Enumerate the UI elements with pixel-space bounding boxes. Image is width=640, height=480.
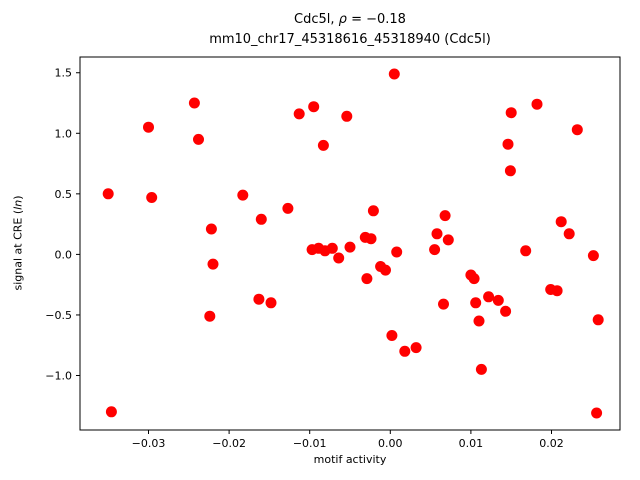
scatter-point [204, 310, 216, 322]
scatter-point [344, 241, 356, 253]
scatter-point [188, 97, 200, 109]
scatter-point [361, 273, 373, 285]
scatter-point [146, 192, 158, 203]
scatter-point [500, 305, 512, 317]
x-tick-label: 0.01 [459, 437, 484, 450]
scatter-point [473, 315, 485, 327]
scatter-point [470, 297, 482, 309]
scatter-point [492, 294, 504, 306]
scatter-point [143, 121, 154, 133]
plot-border [79, 56, 621, 431]
y-tick-label: 1.0 [55, 127, 73, 140]
y-tick-label: −0.5 [45, 309, 72, 322]
scatter-point [431, 228, 443, 240]
scatter-point [386, 330, 398, 341]
y-axis-label-ln: ln [11, 199, 25, 210]
scatter-point [531, 98, 543, 110]
scatter-point [205, 223, 217, 235]
scatter-point [333, 252, 345, 264]
scatter-point [429, 244, 441, 256]
scatter-point [555, 216, 567, 228]
scatter-point [563, 228, 575, 240]
scatter-point [237, 189, 249, 201]
scatter-point [391, 246, 403, 258]
scatter-point [341, 110, 353, 122]
scatter-point [410, 342, 422, 354]
scatter-point [475, 363, 487, 375]
scatter-point [265, 297, 277, 309]
scatter-point [308, 101, 320, 113]
chart-title: Cdc5l, ρ = −0.18 [294, 12, 406, 27]
scatter-point [438, 298, 449, 310]
x-tick-label: −0.01 [293, 437, 327, 450]
y-tick-label: 1.5 [55, 67, 73, 80]
scatter-point [326, 242, 338, 254]
y-tick-label: −1.0 [45, 370, 72, 383]
scatter-point [293, 108, 305, 120]
scatter-point [439, 210, 451, 222]
chart-subtitle: mm10_chr17_45318616_45318940 (Cdc5l) [209, 32, 491, 47]
y-tick-label: 0.0 [55, 248, 73, 261]
title-gene: Cdc5l, [294, 12, 339, 27]
scatter-point [520, 245, 532, 257]
scatter-point [317, 139, 329, 151]
scatter-point [367, 205, 379, 217]
scatter-point [388, 68, 400, 80]
scatter-point [253, 293, 265, 305]
scatter-point [591, 407, 603, 419]
scatter-point [255, 213, 267, 225]
y-tick-label: 0.5 [55, 188, 73, 201]
x-tick-label: 0.00 [378, 437, 403, 450]
rho-symbol: ρ [338, 12, 347, 27]
x-tick-label: −0.02 [212, 437, 246, 450]
x-tick-label: 0.02 [539, 437, 564, 450]
y-axis-label-suffix: ) [11, 195, 25, 200]
scatter-point [105, 406, 117, 418]
scatter-point [282, 202, 294, 214]
y-axis-label: signal at CRE (ln) [12, 196, 25, 291]
scatter-point [380, 264, 391, 276]
x-axis-label: motif activity [313, 453, 387, 466]
scatter-point [592, 314, 604, 326]
scatter-point [551, 285, 563, 297]
scatter-point [365, 233, 377, 245]
scatter-point [193, 133, 204, 145]
y-axis-label-prefix: signal at CRE ( [11, 209, 25, 291]
scatter-point [502, 138, 514, 150]
scatter-point [207, 258, 219, 270]
scatter-point [399, 345, 411, 357]
scatter-point [468, 273, 480, 285]
scatter-point [505, 107, 517, 119]
scatter-point [587, 250, 599, 262]
scatter-point [571, 124, 583, 136]
scatter-point [483, 291, 495, 303]
scatter-point [102, 188, 114, 200]
rho-value: = −0.18 [346, 12, 406, 27]
scatter-point [442, 234, 454, 246]
scatter-point [504, 165, 516, 177]
x-tick-label: −0.03 [132, 437, 166, 450]
